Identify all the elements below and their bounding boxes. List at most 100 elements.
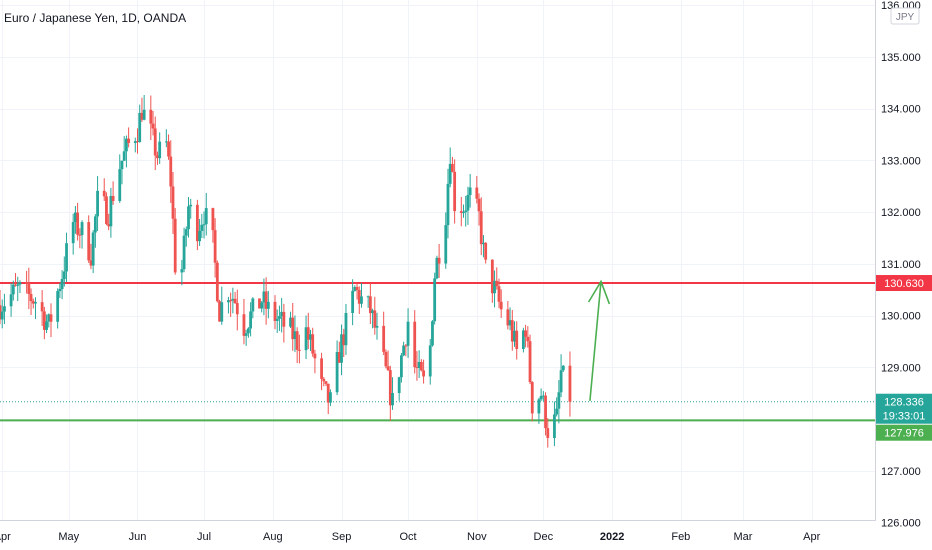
candle-body[interactable] [541, 395, 545, 397]
candle-body[interactable] [515, 330, 519, 349]
candle-body[interactable] [490, 259, 494, 294]
candle-body[interactable] [291, 317, 295, 340]
candle-body[interactable] [78, 234, 82, 236]
candle-body[interactable] [320, 358, 323, 379]
candle-body[interactable] [373, 310, 377, 328]
candle-body[interactable] [293, 331, 297, 340]
candle-body[interactable] [102, 190, 106, 197]
candle-body[interactable] [122, 151, 126, 161]
candle-body[interactable] [384, 351, 388, 367]
candle-body[interactable] [539, 395, 543, 400]
candle-body[interactable] [335, 352, 339, 393]
candle-body[interactable] [87, 222, 91, 261]
candle-body[interactable] [16, 284, 20, 286]
candle-body[interactable] [309, 334, 312, 340]
candle-body[interactable] [58, 289, 62, 292]
candle-body[interactable] [231, 298, 235, 301]
arrow-shaft[interactable] [589, 281, 602, 402]
candle-body[interactable] [138, 112, 142, 143]
candle-body[interactable] [56, 291, 60, 322]
candle-body[interactable] [324, 381, 328, 384]
candle-body[interactable] [466, 194, 470, 211]
candle-body[interactable] [451, 163, 454, 172]
candle-body[interactable] [264, 291, 268, 309]
candle-body[interactable] [433, 278, 437, 322]
candle-body[interactable] [513, 330, 516, 342]
candle-body[interactable] [91, 232, 95, 266]
candle-body[interactable] [211, 208, 215, 231]
candle-body[interactable] [528, 341, 532, 383]
candle-body[interactable] [164, 141, 168, 143]
candle-body[interactable] [140, 112, 144, 120]
candle-body[interactable] [355, 286, 359, 290]
candle-body[interactable] [60, 278, 64, 290]
candle-body[interactable] [249, 311, 253, 329]
candle-body[interactable] [200, 224, 204, 231]
candle-body[interactable] [297, 349, 301, 351]
candle-body[interactable] [49, 314, 53, 322]
currency-box[interactable] [890, 7, 920, 25]
candle-body[interactable] [0, 305, 2, 320]
candle-body[interactable] [42, 311, 46, 330]
candle-body[interactable] [322, 378, 326, 382]
candle-body[interactable] [459, 211, 463, 213]
candle-body[interactable] [388, 370, 392, 406]
candle-body[interactable] [105, 196, 108, 224]
candle-body[interactable] [419, 361, 423, 371]
candle-body[interactable] [111, 195, 115, 201]
candle-body[interactable] [93, 216, 97, 233]
candle-body[interactable] [508, 320, 512, 326]
candle-body[interactable] [357, 289, 361, 304]
candle-body[interactable] [118, 169, 122, 201]
candle-body[interactable] [65, 243, 68, 272]
candle-body[interactable] [510, 320, 514, 342]
candle-body[interactable] [96, 190, 99, 217]
candle-body[interactable] [464, 210, 468, 213]
candle-body[interactable] [366, 296, 370, 298]
candle-body[interactable] [235, 303, 239, 315]
projection-arrow[interactable] [587, 279, 611, 402]
candle-body[interactable] [244, 333, 248, 336]
candle-body[interactable] [295, 331, 299, 350]
candle-body[interactable] [156, 155, 159, 159]
candle-body[interactable] [80, 222, 84, 236]
candle-body[interactable] [76, 212, 80, 235]
candle-body[interactable] [40, 302, 44, 312]
candle-body[interactable] [493, 280, 496, 294]
candle-body[interactable] [62, 271, 66, 279]
candle-body[interactable] [448, 163, 452, 184]
candle-body[interactable] [151, 123, 155, 129]
candle-body[interactable] [273, 301, 277, 321]
candle-body[interactable] [14, 284, 17, 286]
candle-body[interactable] [568, 365, 572, 402]
candle-body[interactable] [89, 260, 93, 266]
candle-body[interactable] [242, 314, 246, 336]
candle-body[interactable] [337, 352, 341, 363]
candle-body[interactable] [133, 141, 137, 144]
candle-body[interactable] [0, 311, 4, 320]
candle-body[interactable] [495, 280, 499, 287]
candle-body[interactable] [34, 302, 37, 304]
candle-body[interactable] [506, 309, 510, 326]
candle-body[interactable] [417, 361, 421, 369]
candle-body[interactable] [227, 300, 230, 303]
candle-body[interactable] [202, 224, 206, 226]
candle-body[interactable] [171, 186, 175, 219]
candle-body[interactable] [484, 242, 488, 260]
candle-body[interactable] [413, 321, 417, 368]
candle-body[interactable] [431, 321, 434, 346]
candle-body[interactable] [233, 298, 237, 304]
candle-body[interactable] [306, 327, 310, 340]
candle-body[interactable] [153, 128, 157, 156]
candle-body[interactable] [499, 301, 503, 310]
candle-body[interactable] [187, 206, 190, 230]
candle-body[interactable] [3, 306, 6, 312]
candle-body[interactable] [125, 138, 128, 152]
candle-body[interactable] [553, 414, 556, 438]
candle-body[interactable] [360, 296, 363, 304]
candle-body[interactable] [109, 195, 113, 227]
candle-body[interactable] [149, 109, 153, 124]
candle-body[interactable] [544, 395, 547, 429]
candle-body[interactable] [557, 392, 561, 409]
candle-body[interactable] [189, 204, 193, 207]
